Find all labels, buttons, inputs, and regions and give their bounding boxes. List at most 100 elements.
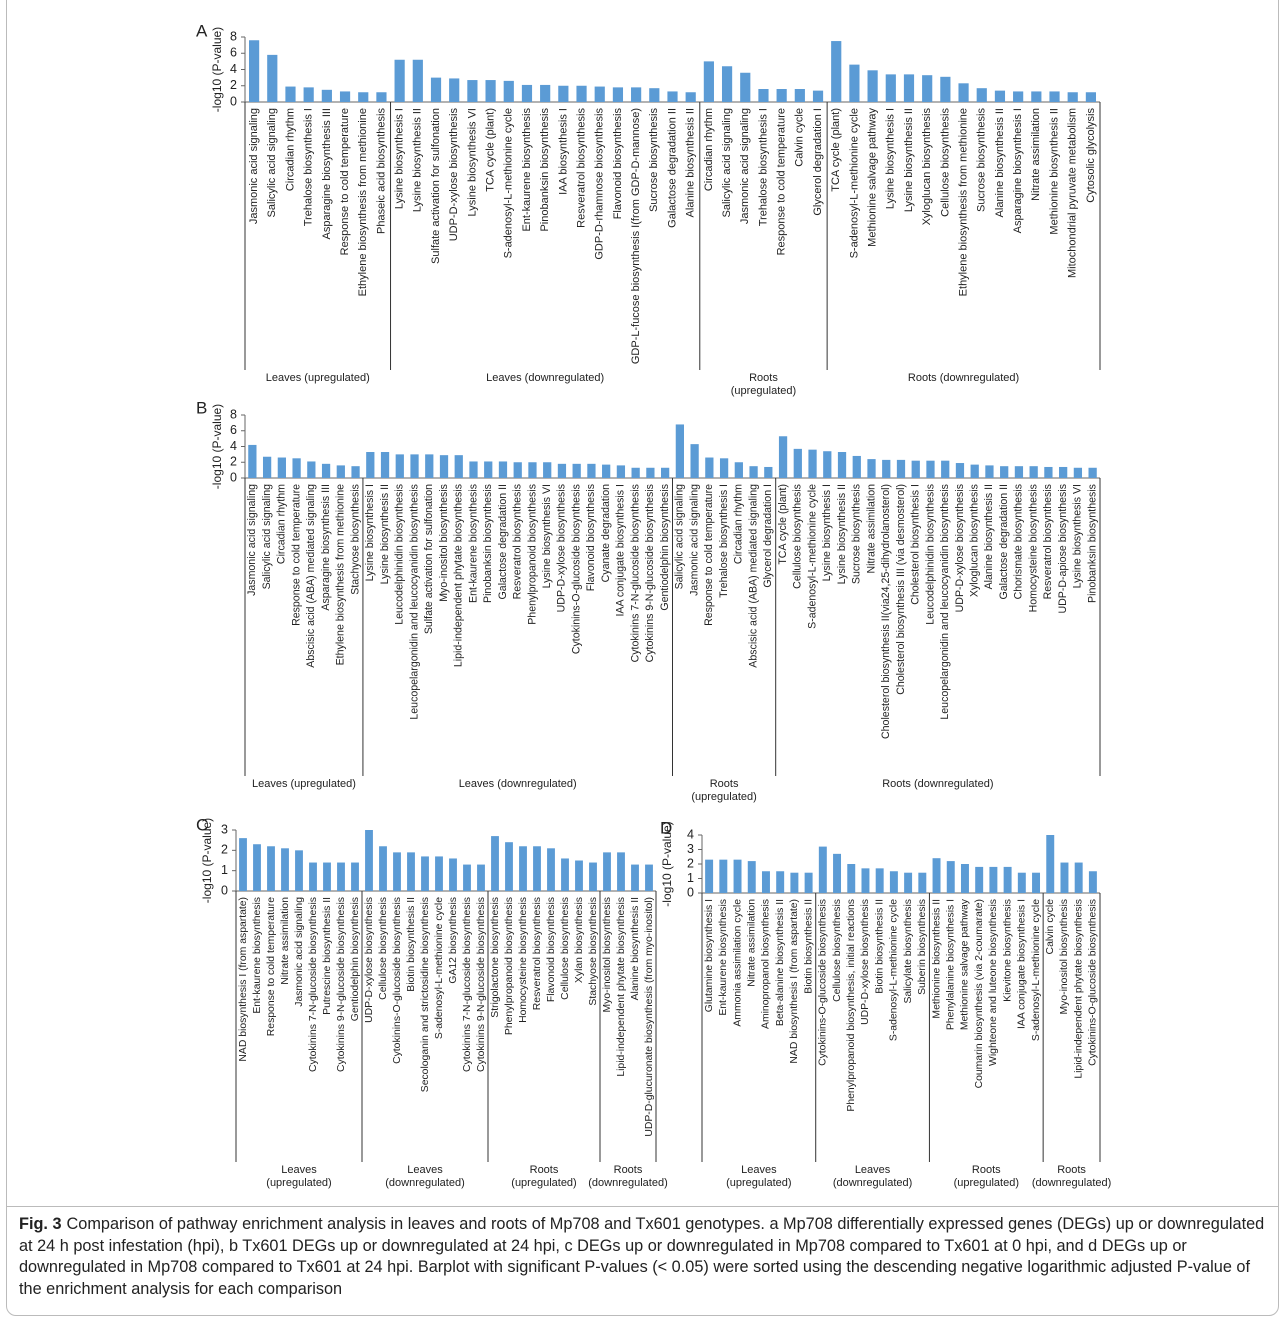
- bar: [1000, 466, 1009, 478]
- bar: [407, 852, 415, 891]
- x-tick-label: Phaseic acid biosynthesis: [375, 108, 387, 234]
- x-tick-label: Jasmonic acid signaling: [294, 897, 305, 1007]
- x-tick-label: Gentiodelphin biosynthesis: [659, 484, 671, 611]
- bar: [337, 862, 345, 891]
- bar: [484, 461, 493, 478]
- bar: [339, 91, 351, 102]
- x-tick-label: NAD biosynthesis I (from aspartate): [789, 899, 800, 1064]
- bar: [485, 80, 496, 102]
- bar: [410, 454, 419, 478]
- x-tick-label: Ethylene biosynthesis from methionine: [357, 108, 369, 296]
- x-tick-label: GDP-L-fucose biosynthesis I(from GDP-D-m…: [630, 108, 642, 364]
- group-label: Roots (upregulated): [511, 1164, 577, 1189]
- x-tick-label: IAA biosynthesis I: [557, 108, 569, 195]
- x-tick-label: Abscisic acid (ABA) mediated signaling: [305, 484, 317, 668]
- x-tick-label: Salicylic acid signaling: [266, 108, 278, 217]
- bar: [561, 858, 569, 891]
- y-axis-label: -log10 (P-value): [200, 818, 214, 903]
- bar: [1013, 91, 1024, 102]
- bar: [976, 88, 987, 102]
- bar: [469, 461, 478, 478]
- x-tick-label: UDP-D-xylose biosynthesis: [860, 899, 871, 1025]
- x-tick-label: Lipid-independent phytate biosynthesis: [1073, 899, 1084, 1079]
- bar: [439, 455, 449, 478]
- bar: [675, 424, 684, 478]
- y-tick-label: 3: [221, 822, 228, 836]
- x-tick-label: Jasmonic acid signaling: [739, 108, 751, 224]
- x-tick-label: Flavonoid biosynthesis: [612, 108, 624, 220]
- bar: [557, 463, 567, 478]
- bar: [1046, 835, 1055, 893]
- bar: [719, 859, 728, 893]
- y-axis-label: -log10 (P-value): [660, 821, 674, 906]
- x-tick-label: Alanine biosynthesis II: [630, 897, 641, 1000]
- bar: [513, 462, 522, 478]
- bar: [733, 859, 742, 893]
- x-tick-label: S-adenosyl-L-methionine cycle: [889, 899, 900, 1041]
- bar: [503, 80, 514, 102]
- x-tick-label: Calvin cycle: [794, 108, 806, 167]
- x-tick-label: Cytokinins 7-N-glucoside biosynthesis: [308, 897, 319, 1072]
- x-tick-label: Chorismate biosynthesis: [1013, 484, 1025, 599]
- x-tick-label: Sulfate activation for sulfonation: [423, 484, 435, 634]
- bar: [1074, 862, 1083, 893]
- x-tick-label: Myo-inositol biosynthesis: [438, 484, 450, 602]
- group-label: Roots (downregulated): [907, 372, 1020, 384]
- bar: [1031, 91, 1042, 102]
- y-axis-label: -log10 (P-value): [210, 404, 224, 489]
- x-tick-label: UDP-D-xylose biosynthesis: [954, 484, 966, 612]
- bar: [262, 456, 272, 478]
- bar: [1085, 92, 1096, 102]
- bar: [395, 454, 404, 478]
- bar: [764, 466, 773, 478]
- bar: [379, 846, 387, 891]
- x-tick-label: Xylan biosynthesis: [574, 897, 585, 983]
- x-tick-label: Glycerol degradation I: [812, 108, 824, 216]
- bar: [958, 83, 969, 102]
- bar: [690, 444, 699, 478]
- bar: [1060, 862, 1069, 893]
- x-tick-label: Biotin biosynthesis II: [874, 899, 885, 994]
- bar: [454, 455, 463, 478]
- x-tick-label: S-adenosyl-L-methionine cycle: [434, 897, 445, 1039]
- x-tick-label: Circadian rhythm: [284, 108, 296, 191]
- x-tick-label: Response to cold temperature: [339, 108, 351, 255]
- x-tick-label: Flavonoid biosynthesis: [546, 897, 557, 1002]
- bar: [543, 462, 552, 478]
- bar: [875, 868, 884, 893]
- x-tick-label: Lysine biosynthesis II: [379, 484, 391, 584]
- bar: [307, 461, 316, 478]
- x-tick-label: Cellulose biosynthesis: [560, 897, 571, 1000]
- x-tick-label: Cellulose biosynthesis: [832, 899, 843, 1002]
- x-tick-label: Secologanin and strictosidine biosynthes…: [420, 897, 431, 1092]
- bar: [1029, 466, 1038, 478]
- bar: [926, 460, 935, 478]
- bar: [904, 872, 913, 893]
- bar: [719, 458, 729, 478]
- bar: [889, 871, 898, 893]
- panel-letter: C: [196, 815, 208, 834]
- group-label: Leaves (downregulated): [832, 1164, 913, 1189]
- x-tick-label: Methionine salvage pathway: [867, 108, 879, 247]
- x-tick-label: TCA cycle (plant): [484, 108, 496, 192]
- group-label: Leaves (downregulated): [458, 778, 577, 790]
- bar: [393, 852, 401, 891]
- x-tick-label: Sucrose biosynthesis: [648, 108, 660, 212]
- bar: [631, 87, 642, 102]
- bar: [594, 86, 605, 102]
- y-tick-label: 0: [230, 470, 237, 484]
- x-tick-label: Lysine biosynthesis VI: [541, 484, 553, 588]
- x-tick-label: Methionine biosynthesis II: [931, 899, 942, 1019]
- x-tick-label: UDP-D-xylose biosynthesis: [448, 108, 460, 242]
- x-tick-label: Salicylate biosynthesis: [903, 899, 914, 1004]
- bar: [519, 846, 527, 891]
- bar: [616, 465, 626, 478]
- bar: [885, 74, 896, 102]
- x-tick-label: Wighteone and luteone biosynthesis: [988, 899, 999, 1066]
- bar: [336, 465, 345, 478]
- bar: [394, 59, 405, 102]
- y-tick-label: 1: [687, 871, 694, 885]
- bar: [852, 455, 861, 478]
- bar: [365, 830, 373, 891]
